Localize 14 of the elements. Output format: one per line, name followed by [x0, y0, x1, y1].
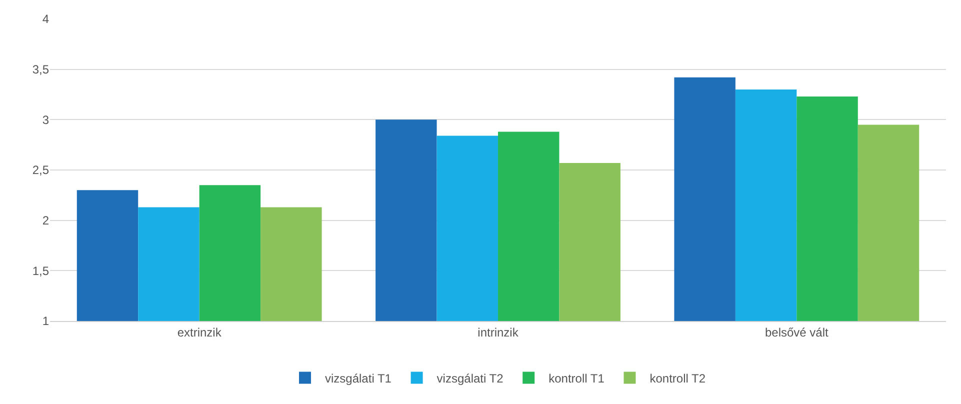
legend-label: kontroll T1 — [548, 371, 605, 386]
y-tick-label: 4 — [42, 12, 50, 26]
y-tick-label: 2,5 — [32, 163, 50, 178]
y-tick-label: 1,5 — [32, 264, 50, 278]
y-tick-label: 3,5 — [32, 62, 50, 77]
y-tick-label: 2 — [42, 214, 50, 228]
y-tick-label: 3 — [42, 112, 50, 127]
x-tick-label: extrinzik — [177, 325, 222, 340]
legend-label: vizsgálati T2 — [436, 371, 504, 386]
legend-label: vizsgálati T1 — [325, 371, 392, 386]
x-tick-label: belsővé vált — [764, 325, 830, 340]
legend-label: kontroll T2 — [650, 371, 706, 386]
x-tick-label: intrinzik — [478, 325, 520, 340]
y-tick-label: 1 — [42, 314, 50, 328]
